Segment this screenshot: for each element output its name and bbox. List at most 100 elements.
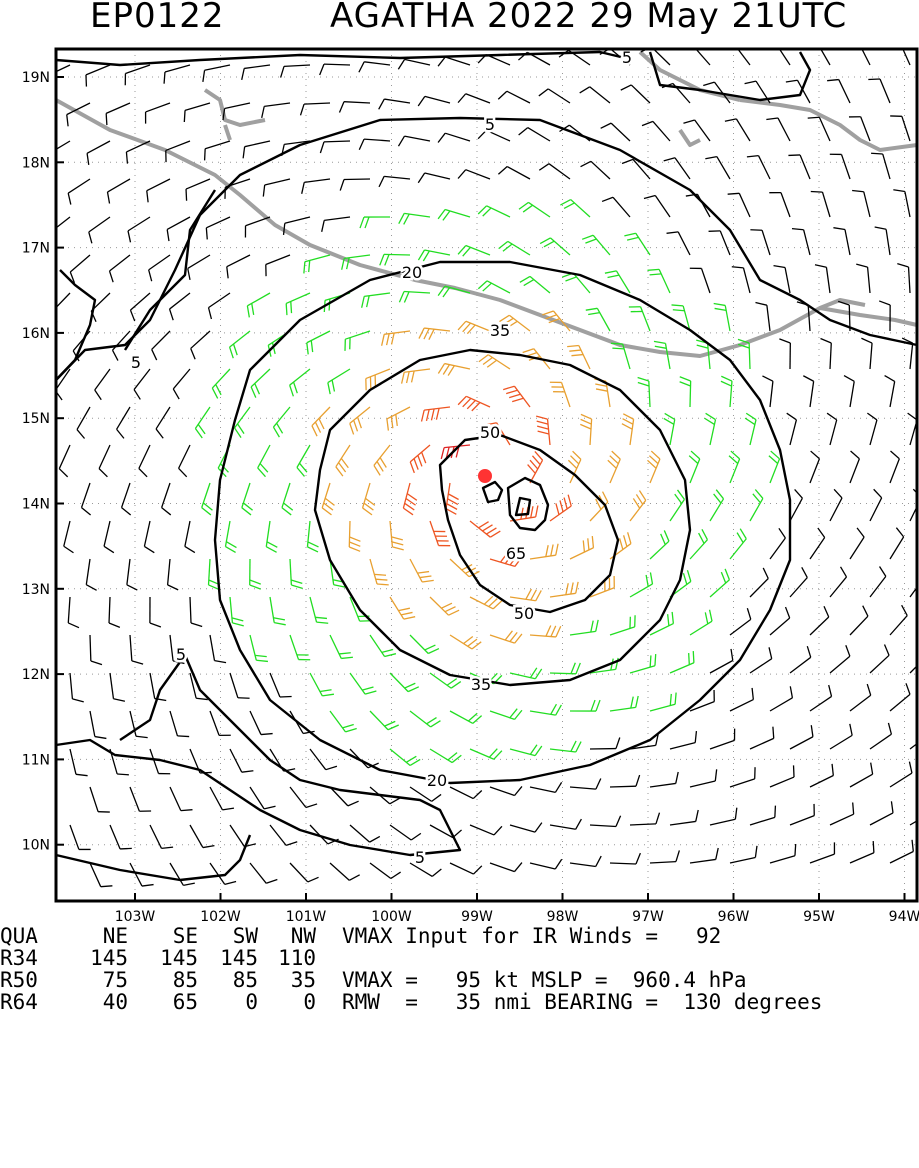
wind-barb <box>242 65 270 80</box>
wind-barb <box>562 273 590 293</box>
wind-barb <box>729 451 740 483</box>
wind-barb <box>212 369 230 398</box>
wind-barb <box>827 80 850 103</box>
wind-barb <box>530 544 558 559</box>
wind-barb <box>290 711 315 733</box>
wind-barb <box>622 414 634 445</box>
wind-barb <box>888 41 910 65</box>
wind-barb <box>170 293 190 320</box>
wind-barb <box>790 646 811 673</box>
wind-barb <box>458 321 490 333</box>
wind-barb <box>550 495 571 521</box>
wind-barb <box>99 445 110 477</box>
wind-barb <box>320 64 350 75</box>
wind-barb <box>770 607 790 635</box>
wind-barb <box>170 787 192 811</box>
wind-barb <box>820 338 831 369</box>
wind-barb <box>410 635 439 653</box>
wind-barb <box>402 369 430 384</box>
wind-barb <box>847 42 870 65</box>
wind-barb <box>764 43 790 65</box>
wind-barb <box>856 264 870 293</box>
lon-label: 100W <box>371 909 412 925</box>
wind-barb <box>790 804 814 825</box>
wind-barb <box>770 686 792 711</box>
wind-barb <box>227 255 250 278</box>
wind-barb <box>510 668 542 679</box>
r50-ne: 75 <box>60 969 128 991</box>
wind-barb <box>70 749 88 776</box>
wind-barb <box>70 673 84 702</box>
vmax-input-line: VMAX Input for IR Winds = 92 <box>342 925 721 947</box>
wind-barb <box>870 723 891 749</box>
wind-barb <box>830 154 850 179</box>
title-bar: EP0122 AGATHA 2022 29 May 21UTC <box>0 0 919 44</box>
contour-label: 20 <box>402 263 422 282</box>
wind-barb <box>721 376 732 407</box>
wind-barb <box>870 489 882 521</box>
wind-barb <box>870 801 893 825</box>
r64-se: 65 <box>130 991 198 1013</box>
wind-barb <box>89 217 110 243</box>
wind-barb <box>350 673 376 694</box>
wind-barb <box>723 44 750 65</box>
contour-label: 5 <box>415 848 425 867</box>
wind-barb <box>622 159 650 179</box>
wind-barb <box>539 89 570 103</box>
wind-barb <box>186 179 210 201</box>
wind-barb <box>560 200 590 217</box>
wind-barb <box>510 823 542 832</box>
wind-barb <box>370 711 399 730</box>
stats-header-se: SE <box>150 925 198 947</box>
wind-barb <box>530 626 561 637</box>
wind-barb <box>730 608 751 635</box>
wind-barb <box>650 693 676 711</box>
wind-barb <box>621 85 650 103</box>
wind-barb <box>470 596 502 609</box>
wind-barb <box>195 407 210 438</box>
wind-barb <box>77 407 90 438</box>
wind-barb <box>106 103 130 125</box>
wind-barb <box>610 696 638 711</box>
wind-barb <box>68 179 90 205</box>
wind-barb <box>642 121 670 141</box>
wind-barb <box>250 711 273 735</box>
vmax-mslp-line: VMAX = 95 kt MSLP = 960.4 hPa <box>342 969 747 991</box>
lat-label: 10N <box>22 838 50 854</box>
wind-barb <box>586 308 610 331</box>
wind-barb <box>310 597 328 623</box>
wind-barb <box>168 559 179 590</box>
wind-barb <box>647 451 659 483</box>
wind-barb <box>458 246 490 257</box>
coastline-segment <box>820 300 865 308</box>
wind-barb <box>398 59 430 69</box>
wind-barb <box>580 414 591 445</box>
wind-barb <box>250 863 277 883</box>
wind-barb <box>330 635 353 658</box>
wind-barb <box>608 451 620 483</box>
wind-barb <box>690 690 714 711</box>
wind-barb <box>581 161 610 179</box>
wind-barb <box>304 255 330 273</box>
wind-barb <box>870 567 886 597</box>
wind-barb <box>689 451 700 483</box>
wind-barb <box>156 407 170 438</box>
wind-barb <box>890 840 913 863</box>
wind-barb <box>290 369 310 396</box>
r64-nw: 0 <box>248 991 316 1013</box>
wind-barb <box>370 559 389 585</box>
wind-barb <box>362 293 390 308</box>
wind-barb <box>810 842 834 863</box>
wind-barb <box>206 217 230 239</box>
wind-barb <box>403 483 416 515</box>
row-label: R50 <box>0 969 38 991</box>
wind-barb <box>728 193 750 217</box>
coastline-segment <box>680 130 700 145</box>
wind-barb <box>330 711 357 732</box>
wind-barb <box>307 331 330 354</box>
r50-nw: 35 <box>248 969 316 991</box>
wind-barb <box>230 825 256 847</box>
r64-ne: 40 <box>60 991 128 1013</box>
wind-barb <box>170 711 189 737</box>
storm-id: EP0122 <box>90 0 225 36</box>
